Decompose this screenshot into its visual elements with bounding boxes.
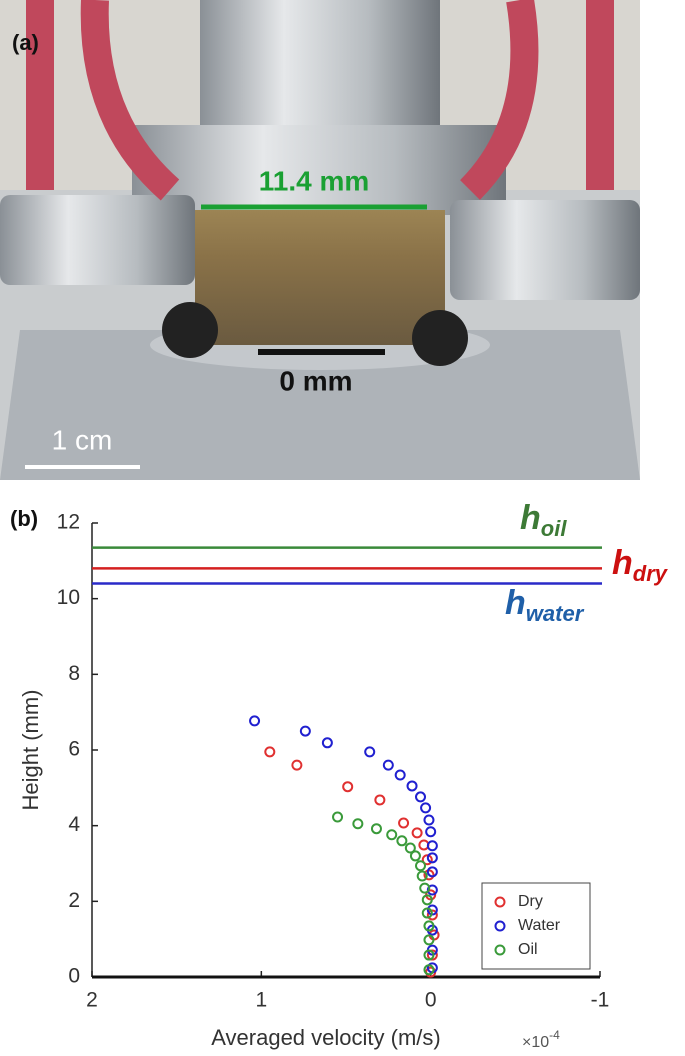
data-point — [352, 818, 364, 830]
y-tick-label: 10 — [57, 586, 80, 609]
data-point — [423, 949, 435, 961]
x-tick-label: 0 — [425, 989, 437, 1012]
piston — [200, 0, 440, 130]
data-point — [421, 854, 433, 866]
top-label: 11.4 mm — [259, 165, 370, 196]
legend-marker — [494, 944, 506, 956]
sand-sample — [195, 210, 445, 345]
data-point — [426, 949, 438, 961]
data-point — [406, 780, 418, 792]
data-point — [394, 769, 406, 781]
x-tick-label: 1 — [255, 989, 267, 1012]
panel-label: (a) — [12, 30, 39, 55]
x-tick-label: -1 — [591, 989, 610, 1012]
y-tick-label: 8 — [68, 662, 80, 685]
data-point — [426, 840, 438, 852]
data-point — [264, 746, 276, 758]
data-point — [374, 794, 386, 806]
data-point — [423, 934, 435, 946]
data-point — [299, 725, 311, 737]
data-point — [382, 759, 394, 771]
data-point — [421, 894, 433, 906]
data-point — [291, 759, 303, 771]
data-point — [416, 870, 428, 882]
reference-subscript: dry — [633, 561, 669, 586]
legend-marker — [494, 896, 506, 908]
data-point — [404, 842, 416, 854]
reference-symbol: h — [612, 544, 633, 582]
reference-symbol: h — [520, 499, 541, 537]
y-tick-label: 12 — [57, 511, 80, 534]
legend-label: Dry — [518, 893, 543, 910]
x-tick-label: 2 — [86, 989, 98, 1012]
cable-left — [26, 0, 180, 201]
x-multiplier: ×10-4 — [522, 1028, 560, 1051]
data-point — [386, 829, 398, 841]
reference-subscript: oil — [541, 516, 568, 541]
multiplier-exponent: -4 — [549, 1028, 560, 1042]
base-plate — [0, 330, 640, 480]
left-connector — [0, 195, 195, 285]
y-tick-label: 2 — [68, 889, 80, 912]
y-tick-label: 4 — [68, 813, 80, 836]
data-point — [398, 817, 410, 829]
y-tick-label: 0 — [68, 965, 80, 988]
multiplier-base: ×10 — [522, 1034, 549, 1051]
data-point — [332, 811, 344, 823]
data-point — [415, 860, 427, 872]
data-point — [321, 737, 333, 749]
screw-right — [412, 310, 468, 366]
data-point — [420, 802, 432, 814]
reference-symbol: h — [505, 584, 526, 622]
data-point — [423, 814, 435, 826]
cell-ring — [132, 125, 506, 215]
legend-marker — [494, 920, 506, 932]
data-point — [396, 835, 408, 847]
x-axis-label: Averaged velocity (m/s) — [211, 1025, 440, 1050]
data-point — [426, 884, 438, 896]
cable-right — [459, 0, 614, 200]
data-point — [415, 791, 427, 803]
data-point — [426, 852, 438, 864]
legend-label: Water — [518, 917, 561, 934]
data-point — [423, 920, 435, 932]
reference-label: hwater — [505, 584, 585, 626]
data-point — [409, 850, 421, 862]
y-axis-label: Height (mm) — [18, 689, 43, 810]
data-point — [370, 823, 382, 835]
bottom-label: 0 mm — [279, 365, 352, 396]
data-point — [426, 909, 438, 921]
reference-subscript: water — [526, 601, 585, 626]
legend-label: Oil — [518, 941, 538, 958]
data-point — [425, 826, 437, 838]
reference-label: hoil — [520, 499, 567, 541]
data-point — [421, 907, 433, 919]
data-point — [419, 882, 431, 894]
scale-label: 1 cm — [52, 424, 113, 455]
panel-label: (b) — [10, 506, 38, 531]
data-point — [426, 866, 438, 878]
photo: (a) 11.4 mm 0 mm 1 cm — [0, 0, 640, 480]
data-point — [411, 827, 423, 839]
y-tick-label: 6 — [68, 738, 80, 761]
screw-left — [162, 302, 218, 358]
data-point — [423, 964, 435, 976]
data-point — [249, 715, 261, 727]
right-connector — [450, 200, 640, 300]
data-point — [342, 781, 354, 793]
data-point — [364, 746, 376, 758]
reference-label: hdry — [612, 544, 669, 586]
